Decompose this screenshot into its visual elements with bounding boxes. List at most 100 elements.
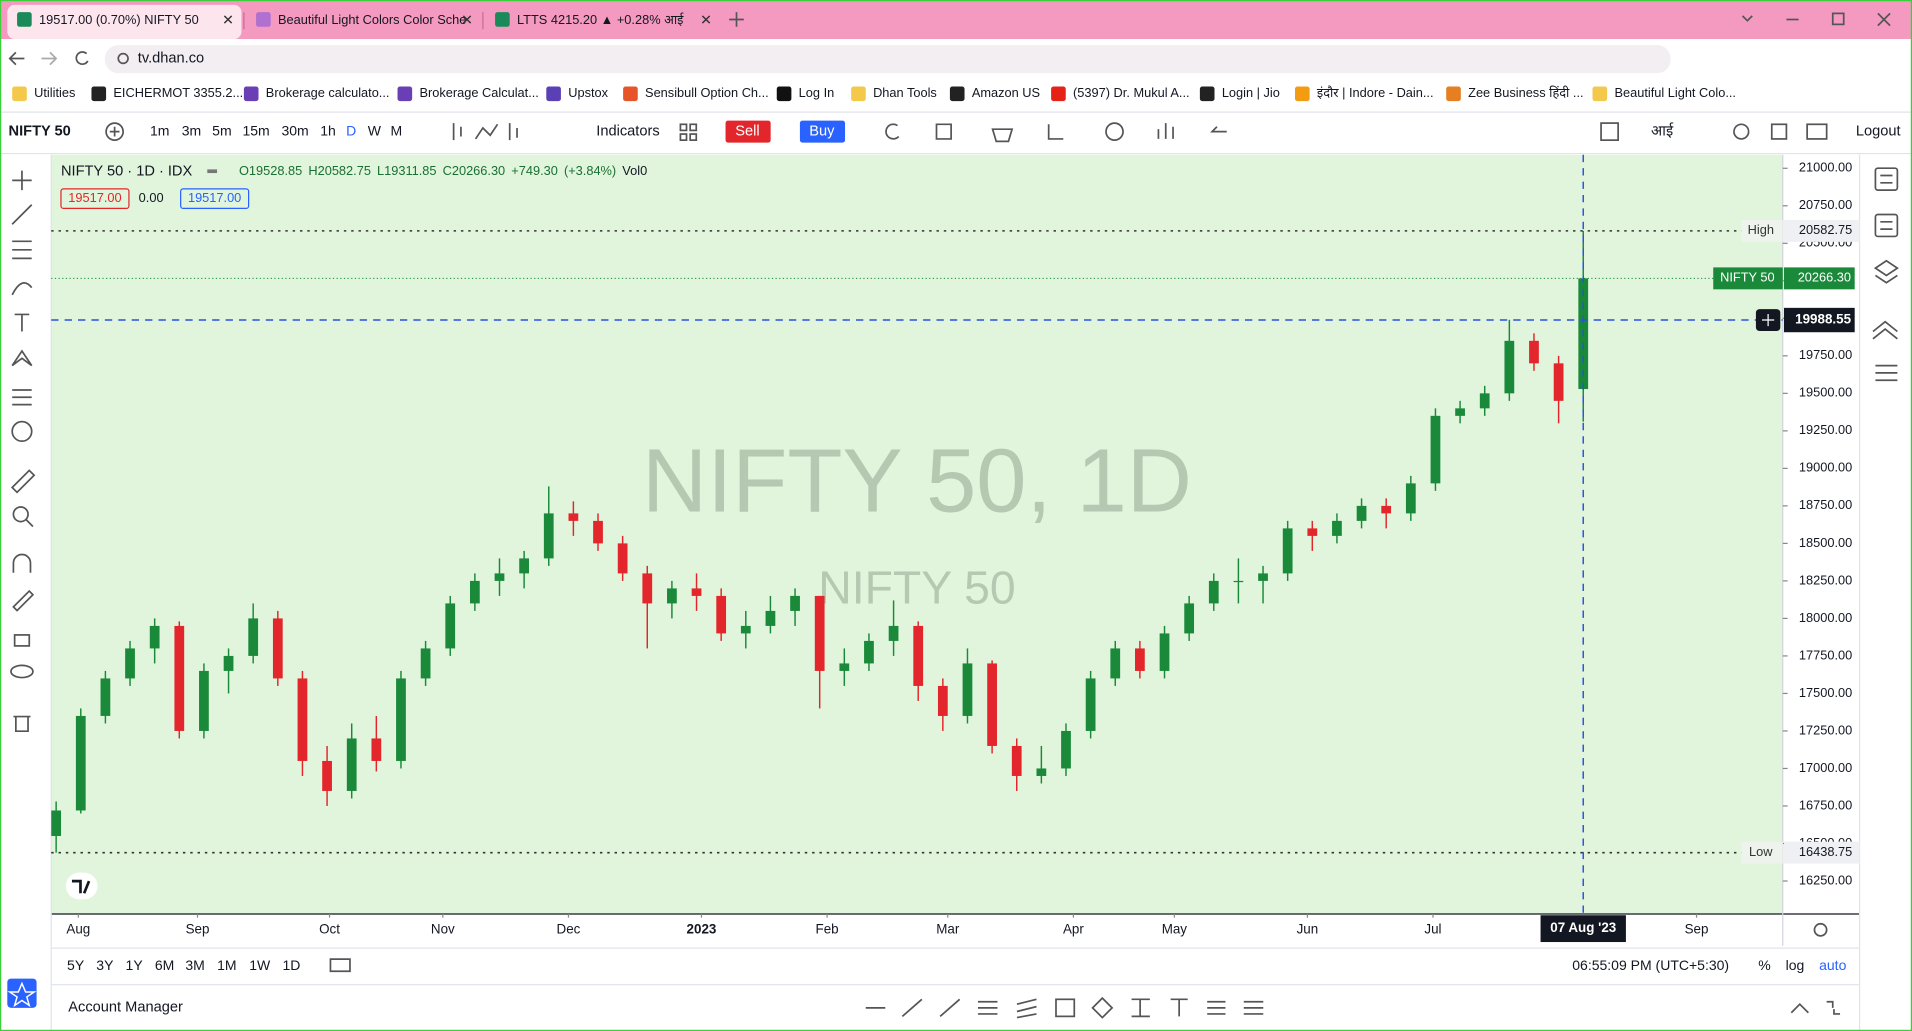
- legend-dot: [207, 169, 218, 174]
- plot-area[interactable]: [51, 154, 1783, 915]
- quote-box-border: [180, 188, 250, 210]
- bookmark-icon: [397, 86, 413, 102]
- candle-body: [864, 640, 874, 664]
- logout[interactable]: Logout: [1856, 123, 1901, 139]
- y-tick-label: 18000.00: [1799, 610, 1852, 625]
- interval[interactable]: 15m: [242, 122, 269, 138]
- candle-body: [149, 625, 160, 649]
- price-label-bg: [1783, 219, 1860, 242]
- candle-body: [1504, 340, 1515, 394]
- candle-body: [223, 655, 234, 671]
- buy-button-bg[interactable]: [799, 120, 846, 143]
- bookmark[interactable]: Utilities: [34, 85, 75, 100]
- symbol[interactable]: NIFTY 50: [9, 123, 71, 139]
- candle-body: [346, 738, 357, 791]
- interval[interactable]: 3m: [182, 122, 201, 138]
- x-tick-label: Sep: [1685, 921, 1709, 936]
- bookmark[interactable]: Login | Jio: [1222, 85, 1280, 100]
- range-button[interactable]: 5Y: [67, 957, 85, 973]
- bookmark-icon: [776, 86, 792, 102]
- language[interactable]: आई: [1651, 121, 1674, 139]
- candle-body: [568, 513, 579, 521]
- candle-body: [469, 580, 480, 604]
- bookmark[interactable]: Dhan Tools: [873, 85, 937, 100]
- interval[interactable]: 1m: [150, 122, 169, 138]
- candle-body: [1061, 730, 1071, 769]
- y-tick-label: 16750.00: [1799, 797, 1852, 812]
- interval[interactable]: 30m: [281, 122, 308, 138]
- tab-close[interactable]: [701, 15, 711, 24]
- bookmark[interactable]: EICHERMOT 3355.2...: [113, 85, 243, 100]
- bookmark-icon: [546, 86, 561, 102]
- url[interactable]: tv.dhan.co: [138, 50, 204, 66]
- tab[interactable]: [7, 4, 242, 39]
- bookmark-icon: [12, 86, 27, 102]
- bookmark[interactable]: Brokerage Calculat...: [419, 85, 538, 100]
- interval[interactable]: M: [390, 122, 402, 138]
- x-tick-label: Aug: [66, 921, 90, 936]
- range-button[interactable]: 3M: [185, 957, 204, 973]
- range-button[interactable]: 1M: [217, 957, 236, 973]
- bookmark[interactable]: Upstox: [568, 85, 608, 100]
- range-button[interactable]: 1W: [249, 957, 271, 973]
- bookmark-icon: [1199, 86, 1215, 102]
- bookmark[interactable]: Sensibull Option Ch...: [645, 85, 769, 100]
- interval[interactable]: 1h: [320, 122, 336, 138]
- bookmark-icon: [243, 86, 259, 102]
- interval[interactable]: D: [346, 122, 356, 138]
- quote-box[interactable]: 19517.00: [68, 190, 121, 205]
- candle-body: [790, 595, 800, 611]
- right-sidebar-icons[interactable]: [1872, 167, 1899, 382]
- bookmark[interactable]: Zee Business हिंदी ...: [1468, 85, 1583, 100]
- bookmark[interactable]: Beautiful Light Colo...: [1614, 85, 1736, 100]
- price-label-bg: [1783, 841, 1860, 864]
- quote-box[interactable]: 0.00: [139, 190, 164, 205]
- range-button[interactable]: 3Y: [96, 957, 114, 973]
- candle-body: [1307, 528, 1318, 536]
- bookmark[interactable]: Brokerage calculato...: [266, 85, 390, 100]
- drawing-toolbar[interactable]: [105, 122, 1841, 1019]
- address-bar[interactable]: [104, 45, 1671, 74]
- candle-body: [297, 678, 308, 761]
- range-button[interactable]: 1D: [282, 957, 300, 973]
- favorites-button[interactable]: [7, 978, 37, 1008]
- tab-title[interactable]: 19517.00 (0.70%) NIFTY 50: [39, 12, 199, 27]
- crosshair-x-label: 07 Aug '23: [1550, 920, 1616, 935]
- percent-toggle[interactable]: %: [1758, 957, 1770, 973]
- indicators-button[interactable]: Indicators: [596, 123, 659, 139]
- x-tick-label: May: [1162, 921, 1188, 936]
- y-tick-label: 16250.00: [1799, 872, 1852, 887]
- sell-button-bg[interactable]: [725, 120, 771, 143]
- candle-body: [691, 588, 702, 596]
- tab-close[interactable]: [462, 15, 472, 24]
- left-tools[interactable]: [10, 170, 36, 733]
- quote-box[interactable]: 19517.00: [188, 190, 241, 205]
- crosshair-x-label-bg: [1540, 915, 1626, 943]
- range-button[interactable]: 6M: [155, 957, 174, 973]
- y-tick-label: 17250.00: [1799, 722, 1852, 737]
- tab-close[interactable]: [223, 15, 233, 24]
- candle-body: [1282, 528, 1293, 574]
- candle-body: [125, 648, 135, 679]
- buy-button[interactable]: Buy: [809, 123, 835, 139]
- interval[interactable]: W: [368, 122, 382, 138]
- candle-body: [1233, 580, 1244, 583]
- candle-body: [617, 543, 628, 574]
- bookmark-icon: [1051, 86, 1066, 102]
- auto-toggle[interactable]: auto: [1819, 957, 1846, 973]
- account-manager[interactable]: Account Manager: [68, 1000, 183, 1016]
- tab-title[interactable]: Beautiful Light Colors Color Sche: [278, 12, 466, 27]
- bookmark[interactable]: (5397) Dr. Mukul A...: [1073, 85, 1190, 100]
- chart-title[interactable]: NIFTY 50 · 1D · IDX: [61, 164, 193, 180]
- bookmark[interactable]: Log In: [799, 85, 835, 100]
- interval[interactable]: 5m: [212, 122, 231, 138]
- bookmark[interactable]: इंदौर | Indore - Dain...: [1317, 85, 1434, 100]
- sell-button[interactable]: Sell: [735, 123, 759, 139]
- bookmark[interactable]: Amazon US: [972, 85, 1040, 100]
- candle-body: [396, 678, 406, 761]
- candle-body: [494, 573, 505, 581]
- tab-title[interactable]: LTTS 4215.20 ▲ +0.28% आई: [517, 12, 684, 27]
- crosshair-plus: [1762, 313, 1775, 327]
- log-toggle[interactable]: log: [1786, 957, 1805, 973]
- range-button[interactable]: 1Y: [126, 957, 144, 973]
